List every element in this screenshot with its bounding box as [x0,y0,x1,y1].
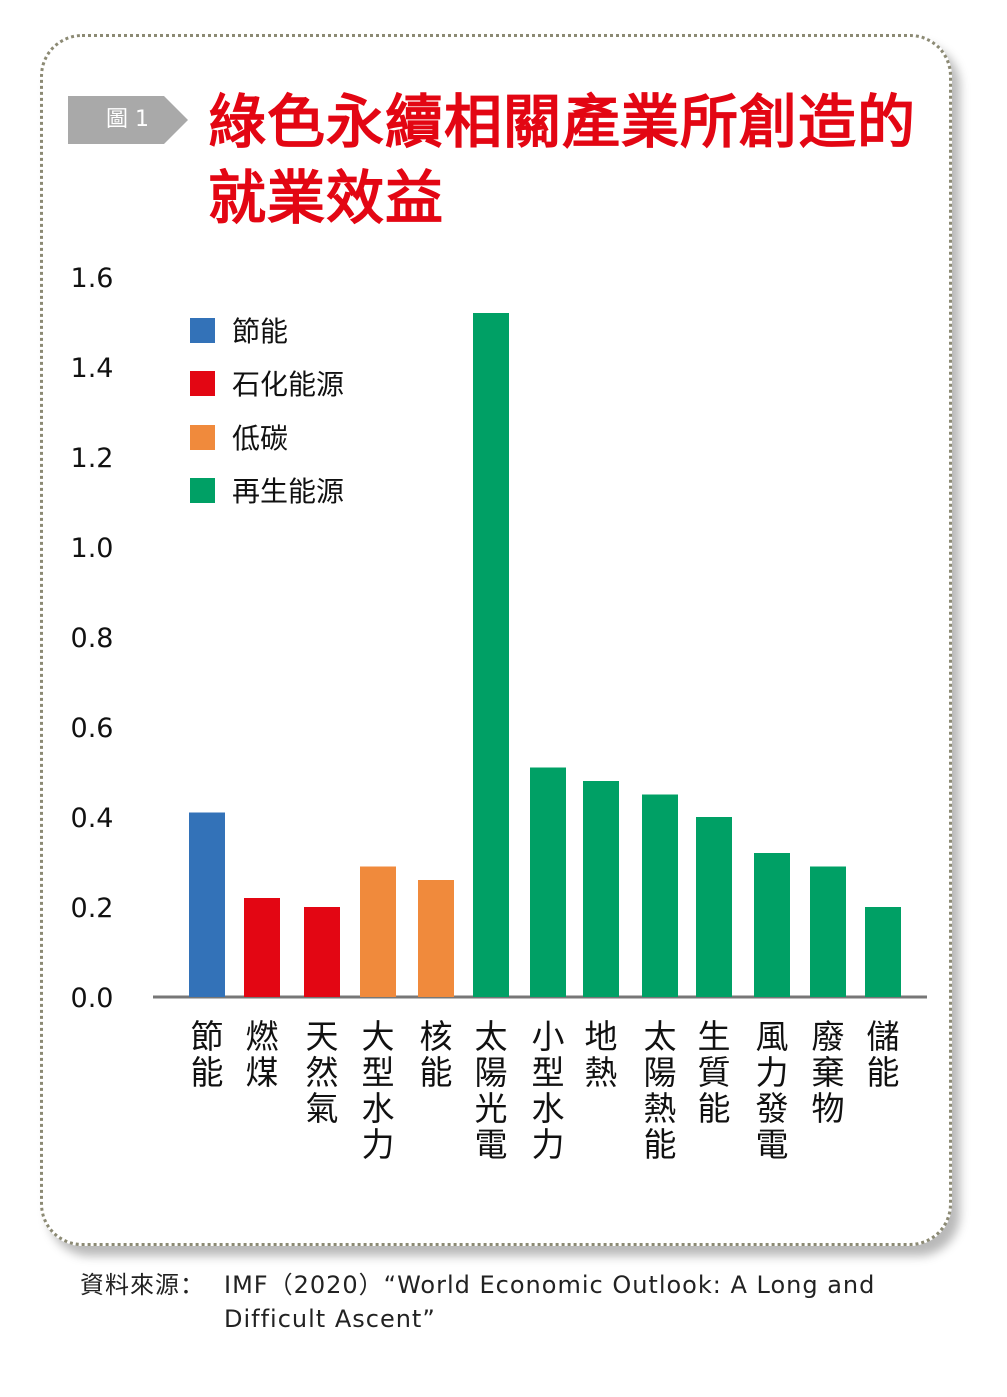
legend-label: 石化能源 [232,368,344,401]
x-tick-label: 天然氣 [306,1017,339,1128]
bar-10 [696,817,732,997]
bar-13 [865,907,901,997]
y-tick-label: 1.0 [71,533,114,564]
x-tick-label: 生質能 [698,1017,731,1128]
bar-9 [642,794,678,997]
x-tick-label: 小型水力 [532,1017,565,1164]
legend-label: 節能 [232,315,288,348]
bar-4 [360,866,396,997]
legend-label: 再生能源 [232,475,344,508]
y-tick-label: 0.0 [71,983,114,1014]
source-label: 資料來源： [80,1271,205,1299]
y-tick-label: 0.6 [71,713,114,744]
bar-8 [583,781,619,997]
bar-7 [530,767,566,997]
bar-3 [304,907,340,997]
legend-swatch [190,371,215,396]
x-tick-label: 燃煤 [246,1017,279,1092]
x-tick-label: 太陽光電 [475,1017,508,1164]
y-tick-label: 0.8 [71,623,114,654]
x-tick-label: 地熱 [585,1017,618,1092]
x-tick-label: 風力發電 [756,1017,789,1164]
y-tick-label: 1.4 [71,353,114,384]
legend-label: 低碳 [232,422,288,455]
bar-11 [754,853,790,997]
x-tick-label: 太陽熱能 [644,1017,677,1164]
y-tick-label: 1.6 [71,263,114,294]
source-note: 資料來源： IMF（2020）“World Economic Outlook: … [80,1268,940,1336]
bar-5 [418,880,454,997]
source-text: IMF（2020）“World Economic Outlook: A Long… [224,1271,876,1333]
x-tick-label: 節能 [191,1017,224,1092]
y-tick-label: 0.4 [71,803,114,834]
figure-tag: 圖 1 [68,96,188,144]
chart-title: 綠色永續相關產業所創造的 就業效益 [208,84,938,236]
x-tick-label: 大型水力 [362,1017,395,1164]
x-tick-label: 核能 [420,1017,453,1092]
bar-12 [810,866,846,997]
chart-title-line-1: 綠色永續相關產業所創造的 [208,88,917,156]
y-tick-label: 0.2 [71,893,114,924]
legend-swatch [190,318,215,343]
bar-1 [189,812,225,997]
legend-swatch [190,478,215,503]
y-tick-label: 1.2 [71,443,114,474]
bar-2 [244,898,280,997]
chart-title-line-2: 就業效益 [208,164,445,232]
x-tick-label: 儲能 [867,1017,900,1092]
x-tick-label: 廢棄物 [812,1017,845,1128]
bar-6 [473,313,509,997]
legend-swatch [190,425,215,450]
